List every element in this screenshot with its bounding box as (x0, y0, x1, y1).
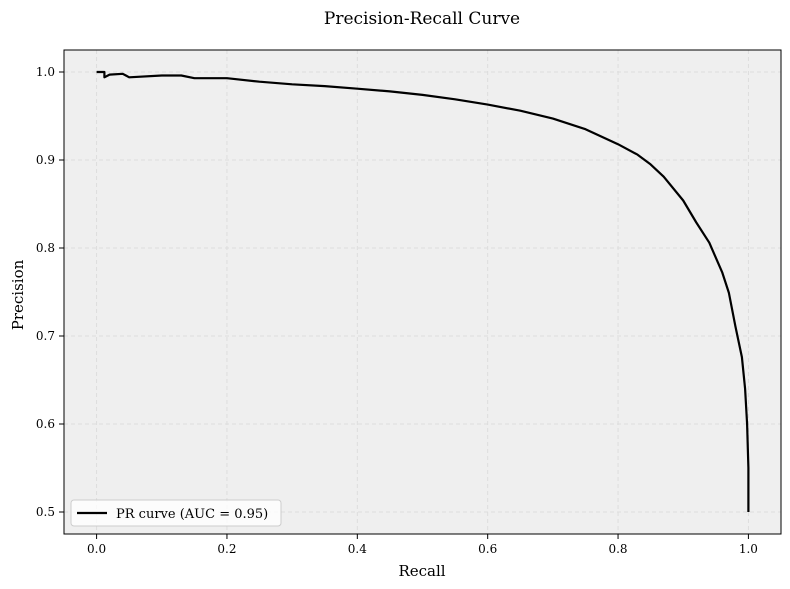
y-tick-label: 0.7 (36, 329, 55, 343)
plot-area (64, 50, 781, 534)
axis-ticks: 0.0 0.2 0.4 0.6 0.8 1.0 0.5 0.6 0.7 0.8 0.9 1.0 (36, 65, 758, 556)
y-tick-label: 1.0 (36, 65, 55, 79)
chart-title: Precision-Recall Curve (324, 9, 520, 29)
legend-label: PR curve (AUC = 0.95) (116, 507, 268, 522)
y-tick-label: 0.5 (36, 505, 55, 519)
x-axis-label: Recall (398, 562, 445, 580)
pr-curve-line (96, 70, 750, 512)
y-tick-label: 0.8 (36, 241, 55, 255)
x-tick-label: 0.4 (348, 542, 367, 556)
series-layer (96, 70, 750, 512)
grid (64, 50, 781, 534)
x-tick-label: 0.8 (608, 542, 627, 556)
y-tick-label: 0.6 (36, 417, 55, 431)
x-tick-label: 0.6 (478, 542, 497, 556)
legend-box (70, 499, 282, 527)
x-tick-label: 1.0 (739, 542, 758, 556)
plot-frame (63, 49, 782, 535)
x-tick-label: 0.0 (87, 542, 106, 556)
y-tick-label: 0.9 (36, 153, 55, 167)
legend: PR curve (AUC = 0.95) (70, 499, 282, 527)
x-tick-label: 0.2 (217, 542, 236, 556)
y-axis-label: Precision (9, 259, 27, 330)
